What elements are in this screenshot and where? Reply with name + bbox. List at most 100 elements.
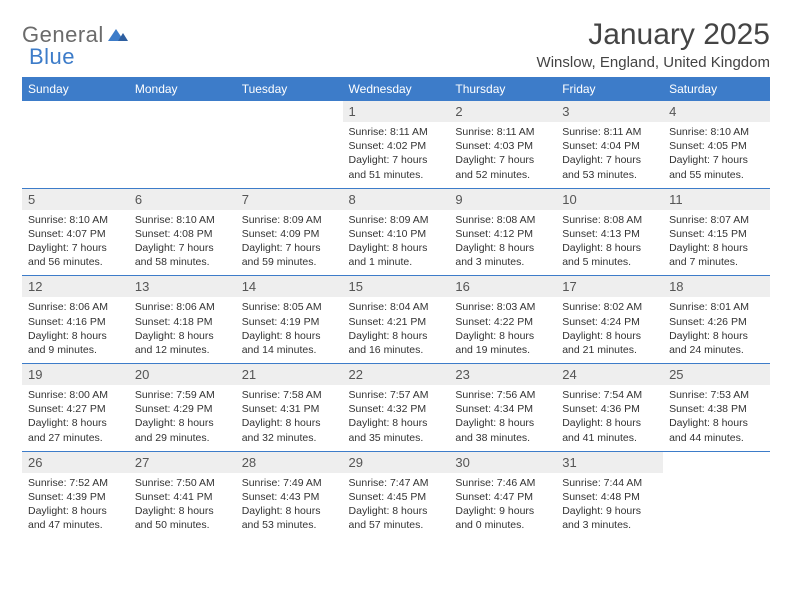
day-info: Sunrise: 8:09 AMSunset: 4:09 PMDaylight:… xyxy=(242,213,337,270)
weekday-header: Wednesday xyxy=(343,77,450,101)
day-number: 11 xyxy=(663,189,770,210)
day-info: Sunrise: 8:08 AMSunset: 4:13 PMDaylight:… xyxy=(562,213,657,270)
day-info: Sunrise: 7:44 AMSunset: 4:48 PMDaylight:… xyxy=(562,476,657,533)
calendar-day-cell: 24 Sunrise: 7:54 AMSunset: 4:36 PMDayligh… xyxy=(556,364,663,452)
day-info: Sunrise: 7:49 AMSunset: 4:43 PMDaylight:… xyxy=(242,476,337,533)
calendar-day-cell: 25Sunrise: 7:53 AMSunset: 4:38 PMDayligh… xyxy=(663,364,770,452)
day-number: 24 xyxy=(556,364,663,385)
day-number: 29 xyxy=(343,452,450,473)
day-info: Sunrise: 8:01 AMSunset: 4:26 PMDaylight:… xyxy=(669,300,764,357)
calendar-body: ......1Sunrise: 8:11 AMSunset: 4:02 PMDa… xyxy=(22,101,770,538)
day-info: Sunrise: 8:11 AMSunset: 4:03 PMDaylight:… xyxy=(455,125,550,182)
calendar-header-row: SundayMondayTuesdayWednesdayThursdayFrid… xyxy=(22,77,770,101)
day-number: 30 xyxy=(449,452,556,473)
calendar-day-cell: .. xyxy=(129,101,236,188)
day-info: Sunrise: 7:57 AMSunset: 4:32 PMDaylight:… xyxy=(349,388,444,445)
calendar-day-cell: 14 Sunrise: 8:05 AMSunset: 4:19 PMDayligh… xyxy=(236,276,343,364)
day-info: Sunrise: 8:08 AMSunset: 4:12 PMDaylight:… xyxy=(455,213,550,270)
brand-name-2: Blue xyxy=(29,44,75,69)
day-info: Sunrise: 8:11 AMSunset: 4:02 PMDaylight:… xyxy=(349,125,444,182)
day-number: 2 xyxy=(449,101,556,122)
weekday-header: Sunday xyxy=(22,77,129,101)
day-info: Sunrise: 8:06 AMSunset: 4:18 PMDaylight:… xyxy=(135,300,230,357)
weekday-header: Thursday xyxy=(449,77,556,101)
day-info: Sunrise: 7:46 AMSunset: 4:47 PMDaylight:… xyxy=(455,476,550,533)
day-info: Sunrise: 8:07 AMSunset: 4:15 PMDaylight:… xyxy=(669,213,764,270)
day-info: Sunrise: 8:10 AMSunset: 4:08 PMDaylight:… xyxy=(135,213,230,270)
day-number: 17 xyxy=(556,276,663,297)
calendar-day-cell: 12Sunrise: 8:06 AMSunset: 4:16 PMDayligh… xyxy=(22,276,129,364)
day-number: 15 xyxy=(343,276,450,297)
brand-name-2-wrap: Blue xyxy=(29,44,75,70)
day-number: 5 xyxy=(22,189,129,210)
location: Winslow, England, United Kingdom xyxy=(537,54,770,71)
calendar-day-cell: 22 Sunrise: 7:57 AMSunset: 4:32 PMDayligh… xyxy=(343,364,450,452)
calendar-day-cell: 3 Sunrise: 8:11 AMSunset: 4:04 PMDaylight… xyxy=(556,101,663,188)
calendar-week-row: 12Sunrise: 8:06 AMSunset: 4:16 PMDayligh… xyxy=(22,276,770,364)
day-info: Sunrise: 8:10 AMSunset: 4:07 PMDaylight:… xyxy=(28,213,123,270)
calendar-day-cell: 15 Sunrise: 8:04 AMSunset: 4:21 PMDayligh… xyxy=(343,276,450,364)
calendar-day-cell: 9Sunrise: 8:08 AMSunset: 4:12 PMDaylight… xyxy=(449,188,556,276)
day-info: Sunrise: 8:03 AMSunset: 4:22 PMDaylight:… xyxy=(455,300,550,357)
calendar-day-cell: 8Sunrise: 8:09 AMSunset: 4:10 PMDaylight… xyxy=(343,188,450,276)
calendar-day-cell: 23 Sunrise: 7:56 AMSunset: 4:34 PMDayligh… xyxy=(449,364,556,452)
day-number: 6 xyxy=(129,189,236,210)
calendar-week-row: 26 Sunrise: 7:52 AMSunset: 4:39 PMDayligh… xyxy=(22,451,770,538)
day-number: 26 xyxy=(22,452,129,473)
calendar-day-cell: 31 Sunrise: 7:44 AMSunset: 4:48 PMDayligh… xyxy=(556,451,663,538)
calendar-day-cell: 30 Sunrise: 7:46 AMSunset: 4:47 PMDayligh… xyxy=(449,451,556,538)
day-info: Sunrise: 8:09 AMSunset: 4:10 PMDaylight:… xyxy=(349,213,444,270)
calendar-day-cell: 18 Sunrise: 8:01 AMSunset: 4:26 PMDayligh… xyxy=(663,276,770,364)
day-number: 31 xyxy=(556,452,663,473)
month-title: January 2025 xyxy=(537,18,770,52)
calendar-day-cell: 1 Sunrise: 8:11 AMSunset: 4:02 PMDaylight… xyxy=(343,101,450,188)
calendar-day-cell: 28Sunrise: 7:49 AMSunset: 4:43 PMDayligh… xyxy=(236,451,343,538)
day-number: 14 xyxy=(236,276,343,297)
calendar-day-cell: 21Sunrise: 7:58 AMSunset: 4:31 PMDayligh… xyxy=(236,364,343,452)
day-number: 1 xyxy=(343,101,450,122)
calendar-day-cell: 4 Sunrise: 8:10 AMSunset: 4:05 PMDaylight… xyxy=(663,101,770,188)
day-info: Sunrise: 8:10 AMSunset: 4:05 PMDaylight:… xyxy=(669,125,764,182)
day-info: Sunrise: 8:04 AMSunset: 4:21 PMDaylight:… xyxy=(349,300,444,357)
calendar-day-cell: 5 Sunrise: 8:10 AMSunset: 4:07 PMDaylight… xyxy=(22,188,129,276)
day-number: 18 xyxy=(663,276,770,297)
title-block: January 2025 Winslow, England, United Ki… xyxy=(537,18,770,71)
calendar-day-cell: 7 Sunrise: 8:09 AMSunset: 4:09 PMDaylight… xyxy=(236,188,343,276)
calendar-day-cell: 27 Sunrise: 7:50 AMSunset: 4:41 PMDayligh… xyxy=(129,451,236,538)
calendar-day-cell: 17 Sunrise: 8:02 AMSunset: 4:24 PMDayligh… xyxy=(556,276,663,364)
day-number: 7 xyxy=(236,189,343,210)
header: General January 2025 Winslow, England, U… xyxy=(22,18,770,71)
day-number: 13 xyxy=(129,276,236,297)
calendar-day-cell: .. xyxy=(22,101,129,188)
calendar-day-cell: 29Sunrise: 7:47 AMSunset: 4:45 PMDayligh… xyxy=(343,451,450,538)
calendar-week-row: 19Sunrise: 8:00 AMSunset: 4:27 PMDayligh… xyxy=(22,364,770,452)
day-number: 3 xyxy=(556,101,663,122)
weekday-header: Saturday xyxy=(663,77,770,101)
calendar-day-cell: 19Sunrise: 8:00 AMSunset: 4:27 PMDayligh… xyxy=(22,364,129,452)
day-info: Sunrise: 7:56 AMSunset: 4:34 PMDaylight:… xyxy=(455,388,550,445)
calendar-day-cell: .. xyxy=(236,101,343,188)
day-info: Sunrise: 7:54 AMSunset: 4:36 PMDaylight:… xyxy=(562,388,657,445)
calendar-week-row: 5 Sunrise: 8:10 AMSunset: 4:07 PMDaylight… xyxy=(22,188,770,276)
day-number: 23 xyxy=(449,364,556,385)
day-number: 19 xyxy=(22,364,129,385)
day-info: Sunrise: 8:02 AMSunset: 4:24 PMDaylight:… xyxy=(562,300,657,357)
day-number: 4 xyxy=(663,101,770,122)
day-number: 27 xyxy=(129,452,236,473)
day-number: 22 xyxy=(343,364,450,385)
weekday-header: Monday xyxy=(129,77,236,101)
calendar-day-cell: 10 Sunrise: 8:08 AMSunset: 4:13 PMDayligh… xyxy=(556,188,663,276)
day-info: Sunrise: 8:06 AMSunset: 4:16 PMDaylight:… xyxy=(28,300,123,357)
day-info: Sunrise: 7:52 AMSunset: 4:39 PMDaylight:… xyxy=(28,476,123,533)
calendar-day-cell: 16Sunrise: 8:03 AMSunset: 4:22 PMDayligh… xyxy=(449,276,556,364)
calendar-table: SundayMondayTuesdayWednesdayThursdayFrid… xyxy=(22,77,770,538)
day-info: Sunrise: 8:05 AMSunset: 4:19 PMDaylight:… xyxy=(242,300,337,357)
day-number: 10 xyxy=(556,189,663,210)
calendar-day-cell: 6 Sunrise: 8:10 AMSunset: 4:08 PMDaylight… xyxy=(129,188,236,276)
calendar-day-cell: .. xyxy=(663,451,770,538)
day-info: Sunrise: 7:53 AMSunset: 4:38 PMDaylight:… xyxy=(669,388,764,445)
day-info: Sunrise: 8:11 AMSunset: 4:04 PMDaylight:… xyxy=(562,125,657,182)
day-info: Sunrise: 7:50 AMSunset: 4:41 PMDaylight:… xyxy=(135,476,230,533)
day-info: Sunrise: 7:59 AMSunset: 4:29 PMDaylight:… xyxy=(135,388,230,445)
day-info: Sunrise: 7:58 AMSunset: 4:31 PMDaylight:… xyxy=(242,388,337,445)
